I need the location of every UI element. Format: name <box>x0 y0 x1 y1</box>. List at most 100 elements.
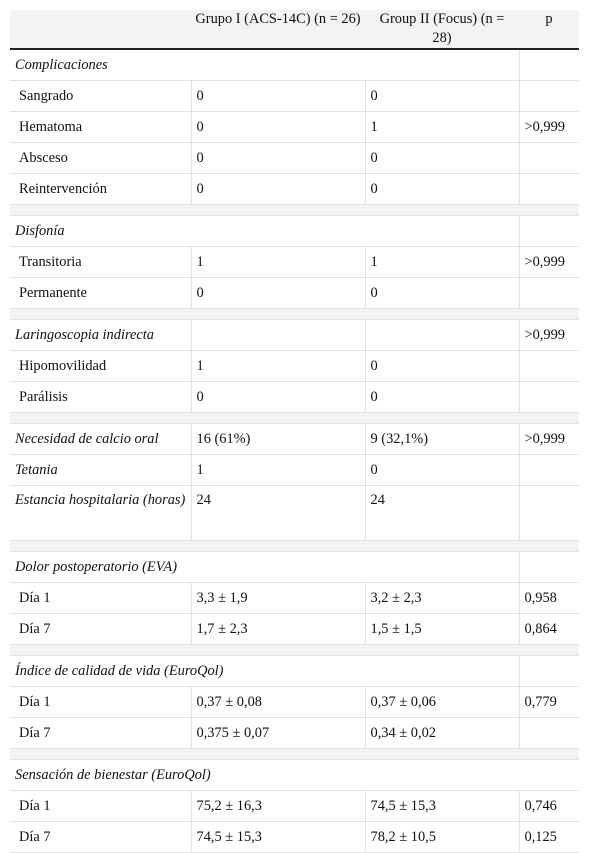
group-1-value: 1,7 ± 2,3 <box>191 613 366 645</box>
p-value <box>519 454 579 486</box>
table-row: Sangrado 0 0 <box>10 80 579 112</box>
row-label: Parálisis <box>10 381 192 413</box>
section-divider <box>10 412 579 424</box>
row-label: Tetania <box>10 454 192 486</box>
group-2-value: 0,34 ± 0,02 <box>365 717 520 749</box>
group-2-value: 9 (32,1%) <box>365 423 520 455</box>
section-title: Sensación de bienestar (EuroQol) <box>10 759 519 791</box>
group-2-value: 1 <box>365 111 520 143</box>
group-2-value: 0 <box>365 277 520 309</box>
row-label: Estancia hospitalaria (horas) <box>10 485 192 541</box>
table-row: Transitoria 1 1 >0,999 <box>10 246 579 278</box>
group-2-value: 24 <box>365 485 520 541</box>
group-2-value: 0 <box>365 173 520 205</box>
p-value <box>519 80 579 112</box>
p-value: >0,999 <box>519 246 579 278</box>
p-value: >0,999 <box>519 111 579 143</box>
table-row: Día 1 75,2 ± 16,3 74,5 ± 15,3 0,746 <box>10 790 579 822</box>
table-row: Día 7 0,375 ± 0,07 0,34 ± 0,02 <box>10 717 579 749</box>
row-label: Día 7 <box>10 821 192 853</box>
row-label: Absceso <box>10 142 192 174</box>
table-row: Día 1 3,3 ± 1,9 3,2 ± 2,3 0,958 <box>10 582 579 614</box>
header-p-value: p <box>519 10 579 50</box>
p-value <box>519 277 579 309</box>
group-1-value: 0 <box>191 111 366 143</box>
row-label: Sangrado <box>10 80 192 112</box>
table-row: Permanente 0 0 <box>10 277 579 309</box>
group-1-value: 1 <box>191 454 366 486</box>
section-divider <box>10 308 579 320</box>
group-2-value: 0,37 ± 0,06 <box>365 686 520 718</box>
group-2-value: 78,2 ± 10,5 <box>365 821 520 853</box>
row-label: Transitoria <box>10 246 192 278</box>
group-2-value: 0 <box>365 381 520 413</box>
group-1-value: 0 <box>191 142 366 174</box>
row-label: Reintervención <box>10 173 192 205</box>
p-value: 0,746 <box>519 790 579 822</box>
row-label: Día 1 <box>10 582 192 614</box>
p-value: >0,999 <box>519 319 579 351</box>
section-disfonia: Disfonía <box>10 215 579 247</box>
group-2-value: 3,2 ± 2,3 <box>365 582 520 614</box>
p-value: 0,958 <box>519 582 579 614</box>
p-value: 0,125 <box>519 821 579 853</box>
section-title: Dolor postoperatorio (EVA) <box>10 551 365 583</box>
p-value: >0,999 <box>519 423 579 455</box>
section-title: Complicaciones <box>10 49 365 81</box>
group-2-value: 0 <box>365 142 520 174</box>
row-label: Día 1 <box>10 790 192 822</box>
group-1-value: 0 <box>191 173 366 205</box>
group-2-value: 74,5 ± 15,3 <box>365 790 520 822</box>
results-table: Grupo I (ACS-14C) (n = 26) Group II (Foc… <box>10 10 579 853</box>
table-row: Necesidad de calcio oral 16 (61%) 9 (32,… <box>10 423 579 455</box>
section-title: Índice de calidad de vida (EuroQol) <box>10 655 365 687</box>
table-row: Tetania 1 0 <box>10 454 579 486</box>
table-row: Día 7 74,5 ± 15,3 78,2 ± 10,5 0,125 <box>10 821 579 853</box>
header-blank <box>10 10 191 50</box>
row-label: Permanente <box>10 277 192 309</box>
group-1-value: 0 <box>191 80 366 112</box>
header-row: Grupo I (ACS-14C) (n = 26) Group II (Foc… <box>10 10 579 50</box>
group-1-value: 75,2 ± 16,3 <box>191 790 366 822</box>
table-row: Parálisis 0 0 <box>10 381 579 413</box>
group-1-value: 0,375 ± 0,07 <box>191 717 366 749</box>
group-2-value: 0 <box>365 350 520 382</box>
row-label: Hematoma <box>10 111 192 143</box>
section-divider <box>10 748 579 760</box>
section-laringoscopia: Laringoscopia indirecta >0,999 <box>10 319 579 351</box>
section-title: Laringoscopia indirecta <box>10 319 192 351</box>
header-group-1: Grupo I (ACS-14C) (n = 26) <box>191 10 365 50</box>
group-2-value: 1,5 ± 1,5 <box>365 613 520 645</box>
header-group-2: Group II (Focus) (n = 28) <box>365 10 519 50</box>
section-complicaciones: Complicaciones <box>10 49 579 81</box>
p-value <box>519 142 579 174</box>
table-row: Reintervención 0 0 <box>10 173 579 205</box>
p-value <box>519 485 579 541</box>
group-1-value: 74,5 ± 15,3 <box>191 821 366 853</box>
group-2-value: 0 <box>365 454 520 486</box>
group-1-value: 24 <box>191 485 366 541</box>
p-value <box>519 173 579 205</box>
group-1-value: 16 (61%) <box>191 423 366 455</box>
section-bienestar: Sensación de bienestar (EuroQol) <box>10 759 579 791</box>
section-divider <box>10 540 579 552</box>
row-label: Día 1 <box>10 686 192 718</box>
section-divider <box>10 204 579 216</box>
table-row: Absceso 0 0 <box>10 142 579 174</box>
group-1-value: 3,3 ± 1,9 <box>191 582 366 614</box>
row-label: Día 7 <box>10 717 192 749</box>
table-row: Día 1 0,37 ± 0,08 0,37 ± 0,06 0,779 <box>10 686 579 718</box>
p-value <box>519 381 579 413</box>
group-1-value: 0 <box>191 381 366 413</box>
row-label: Necesidad de calcio oral <box>10 423 192 455</box>
section-divider <box>10 644 579 656</box>
section-title: Disfonía <box>10 215 365 247</box>
section-calidad: Índice de calidad de vida (EuroQol) <box>10 655 579 687</box>
group-1-value: 0,37 ± 0,08 <box>191 686 366 718</box>
p-value: 0,779 <box>519 686 579 718</box>
section-dolor: Dolor postoperatorio (EVA) <box>10 551 579 583</box>
table-row: Día 7 1,7 ± 2,3 1,5 ± 1,5 0,864 <box>10 613 579 645</box>
p-value <box>519 350 579 382</box>
group-1-value: 1 <box>191 246 366 278</box>
group-2-value: 1 <box>365 246 520 278</box>
